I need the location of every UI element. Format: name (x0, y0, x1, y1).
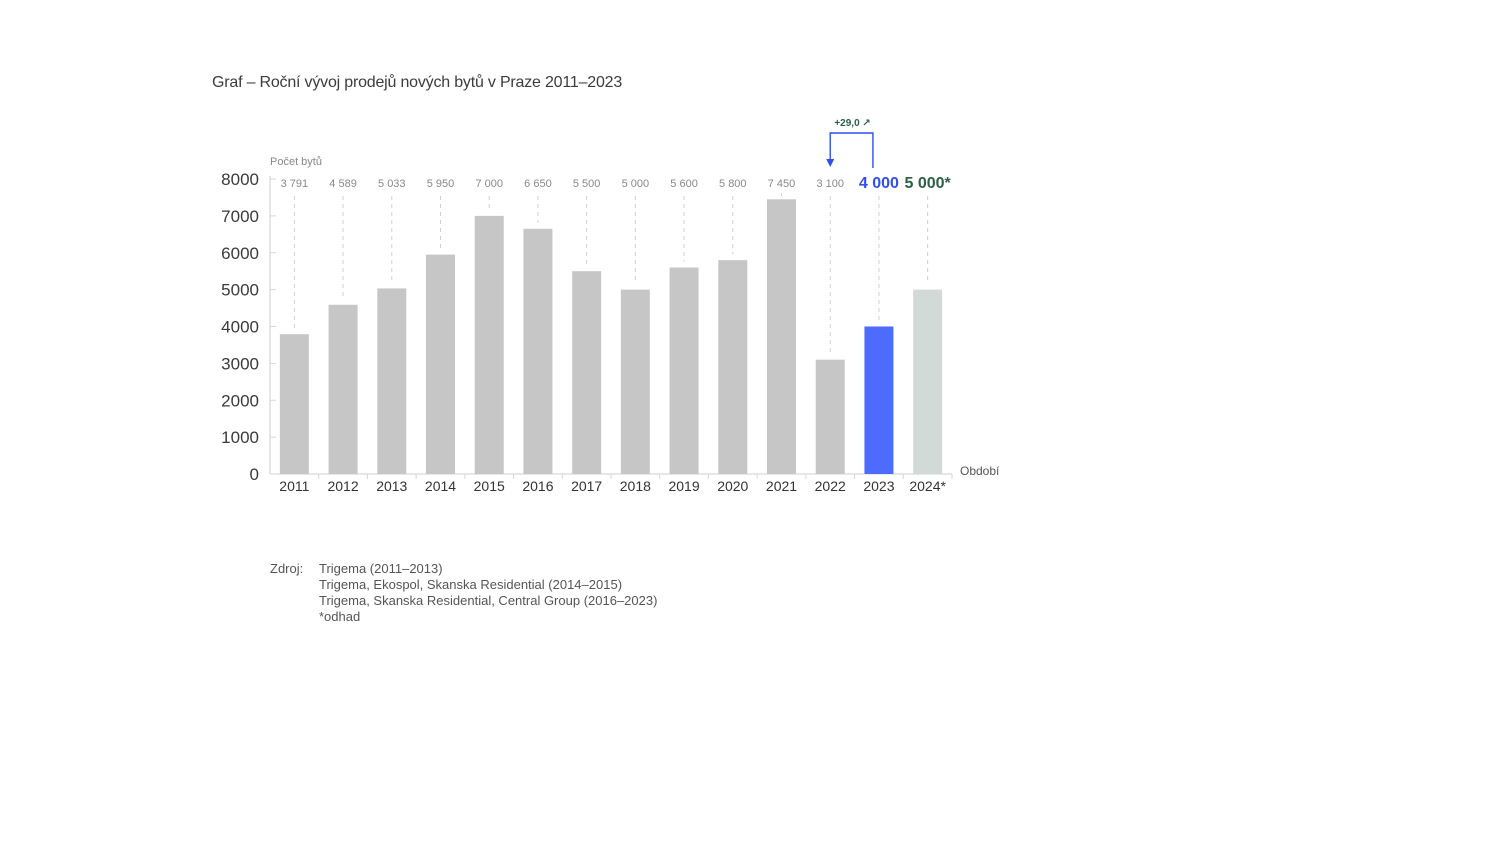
bar (620, 289, 650, 474)
x-axis-title: Období (960, 464, 1000, 478)
x-tick-label: 2016 (522, 478, 553, 494)
x-tick-label: 2018 (620, 478, 651, 494)
y-tick-label: 5000 (221, 281, 259, 300)
x-tick-label: 2022 (815, 478, 846, 494)
source-label: Zdroj: (270, 561, 304, 576)
x-tick-label: 2011 (279, 478, 309, 494)
y-axis-title: Počet bytů (270, 156, 322, 168)
bar (864, 326, 894, 474)
x-tick-label: 2015 (474, 478, 505, 494)
bar-value-label: 7 000 (475, 178, 503, 190)
bar (669, 267, 699, 474)
y-tick-label: 8000 (221, 170, 259, 189)
bar-value-label: 4 589 (329, 178, 357, 190)
bar (377, 288, 407, 474)
bar-value-label: 5 500 (573, 178, 601, 190)
y-tick-label: 6000 (221, 244, 259, 263)
bar (913, 289, 943, 474)
growth-arrow-line (829, 132, 874, 168)
bar (572, 271, 602, 474)
y-tick-label: 4000 (221, 318, 259, 337)
y-tick-label: 3000 (221, 354, 259, 373)
bar-value-label: 5 000 (622, 178, 650, 190)
bar (815, 359, 845, 474)
source-lines: Trigema (2011–2013) Trigema, Ekospol, Sk… (319, 561, 657, 625)
y-tick-label: 0 (250, 465, 259, 484)
y-tick-label: 2000 (221, 391, 259, 410)
y-tick-label: 1000 (221, 428, 259, 447)
source-line: *odhad (319, 609, 361, 624)
bar-value-label: 5 000* (905, 175, 952, 192)
x-tick-label: 2019 (668, 478, 699, 494)
bar-value-label: 5 950 (427, 178, 455, 190)
x-tick-label: 2017 (571, 478, 602, 494)
bar (474, 215, 504, 474)
bar (426, 254, 455, 474)
bar (523, 228, 553, 474)
x-tick-label: 2024* (909, 478, 946, 494)
bar (328, 304, 358, 474)
bar-value-label: 3 100 (816, 178, 844, 190)
source-line: Trigema, Ekospol, Skanska Residential (2… (319, 577, 623, 592)
x-tick-label: 2021 (766, 478, 797, 494)
x-tick-label: 2023 (863, 478, 894, 494)
x-tick-label: 2020 (717, 478, 748, 494)
growth-annotation-label: +29,0 ↗ (834, 118, 870, 129)
bar-value-label: 5 800 (719, 178, 747, 190)
x-tick-label: 2014 (425, 478, 456, 494)
bar (279, 334, 309, 474)
bar-value-label: 7 450 (768, 178, 796, 190)
source-line: Trigema, Skanska Residential, Central Gr… (319, 593, 658, 608)
bar (767, 199, 796, 474)
chart-title: Graf – Roční vývoj prodejů nových bytů v… (212, 74, 623, 91)
bar-value-label: 6 650 (524, 178, 552, 190)
x-tick-label: 2012 (327, 478, 358, 494)
y-tick-label: 7000 (221, 207, 259, 226)
bar-value-label: 3 791 (281, 178, 309, 190)
x-tick-label: 2013 (376, 478, 407, 494)
growth-arrow-head (826, 159, 835, 167)
bar-value-label: 5 033 (378, 178, 406, 190)
source-line: Trigema (2011–2013) (319, 561, 443, 576)
bar-value-label: 4 000 (859, 175, 899, 192)
bar-value-label: 5 600 (670, 178, 698, 190)
bar (718, 260, 748, 474)
